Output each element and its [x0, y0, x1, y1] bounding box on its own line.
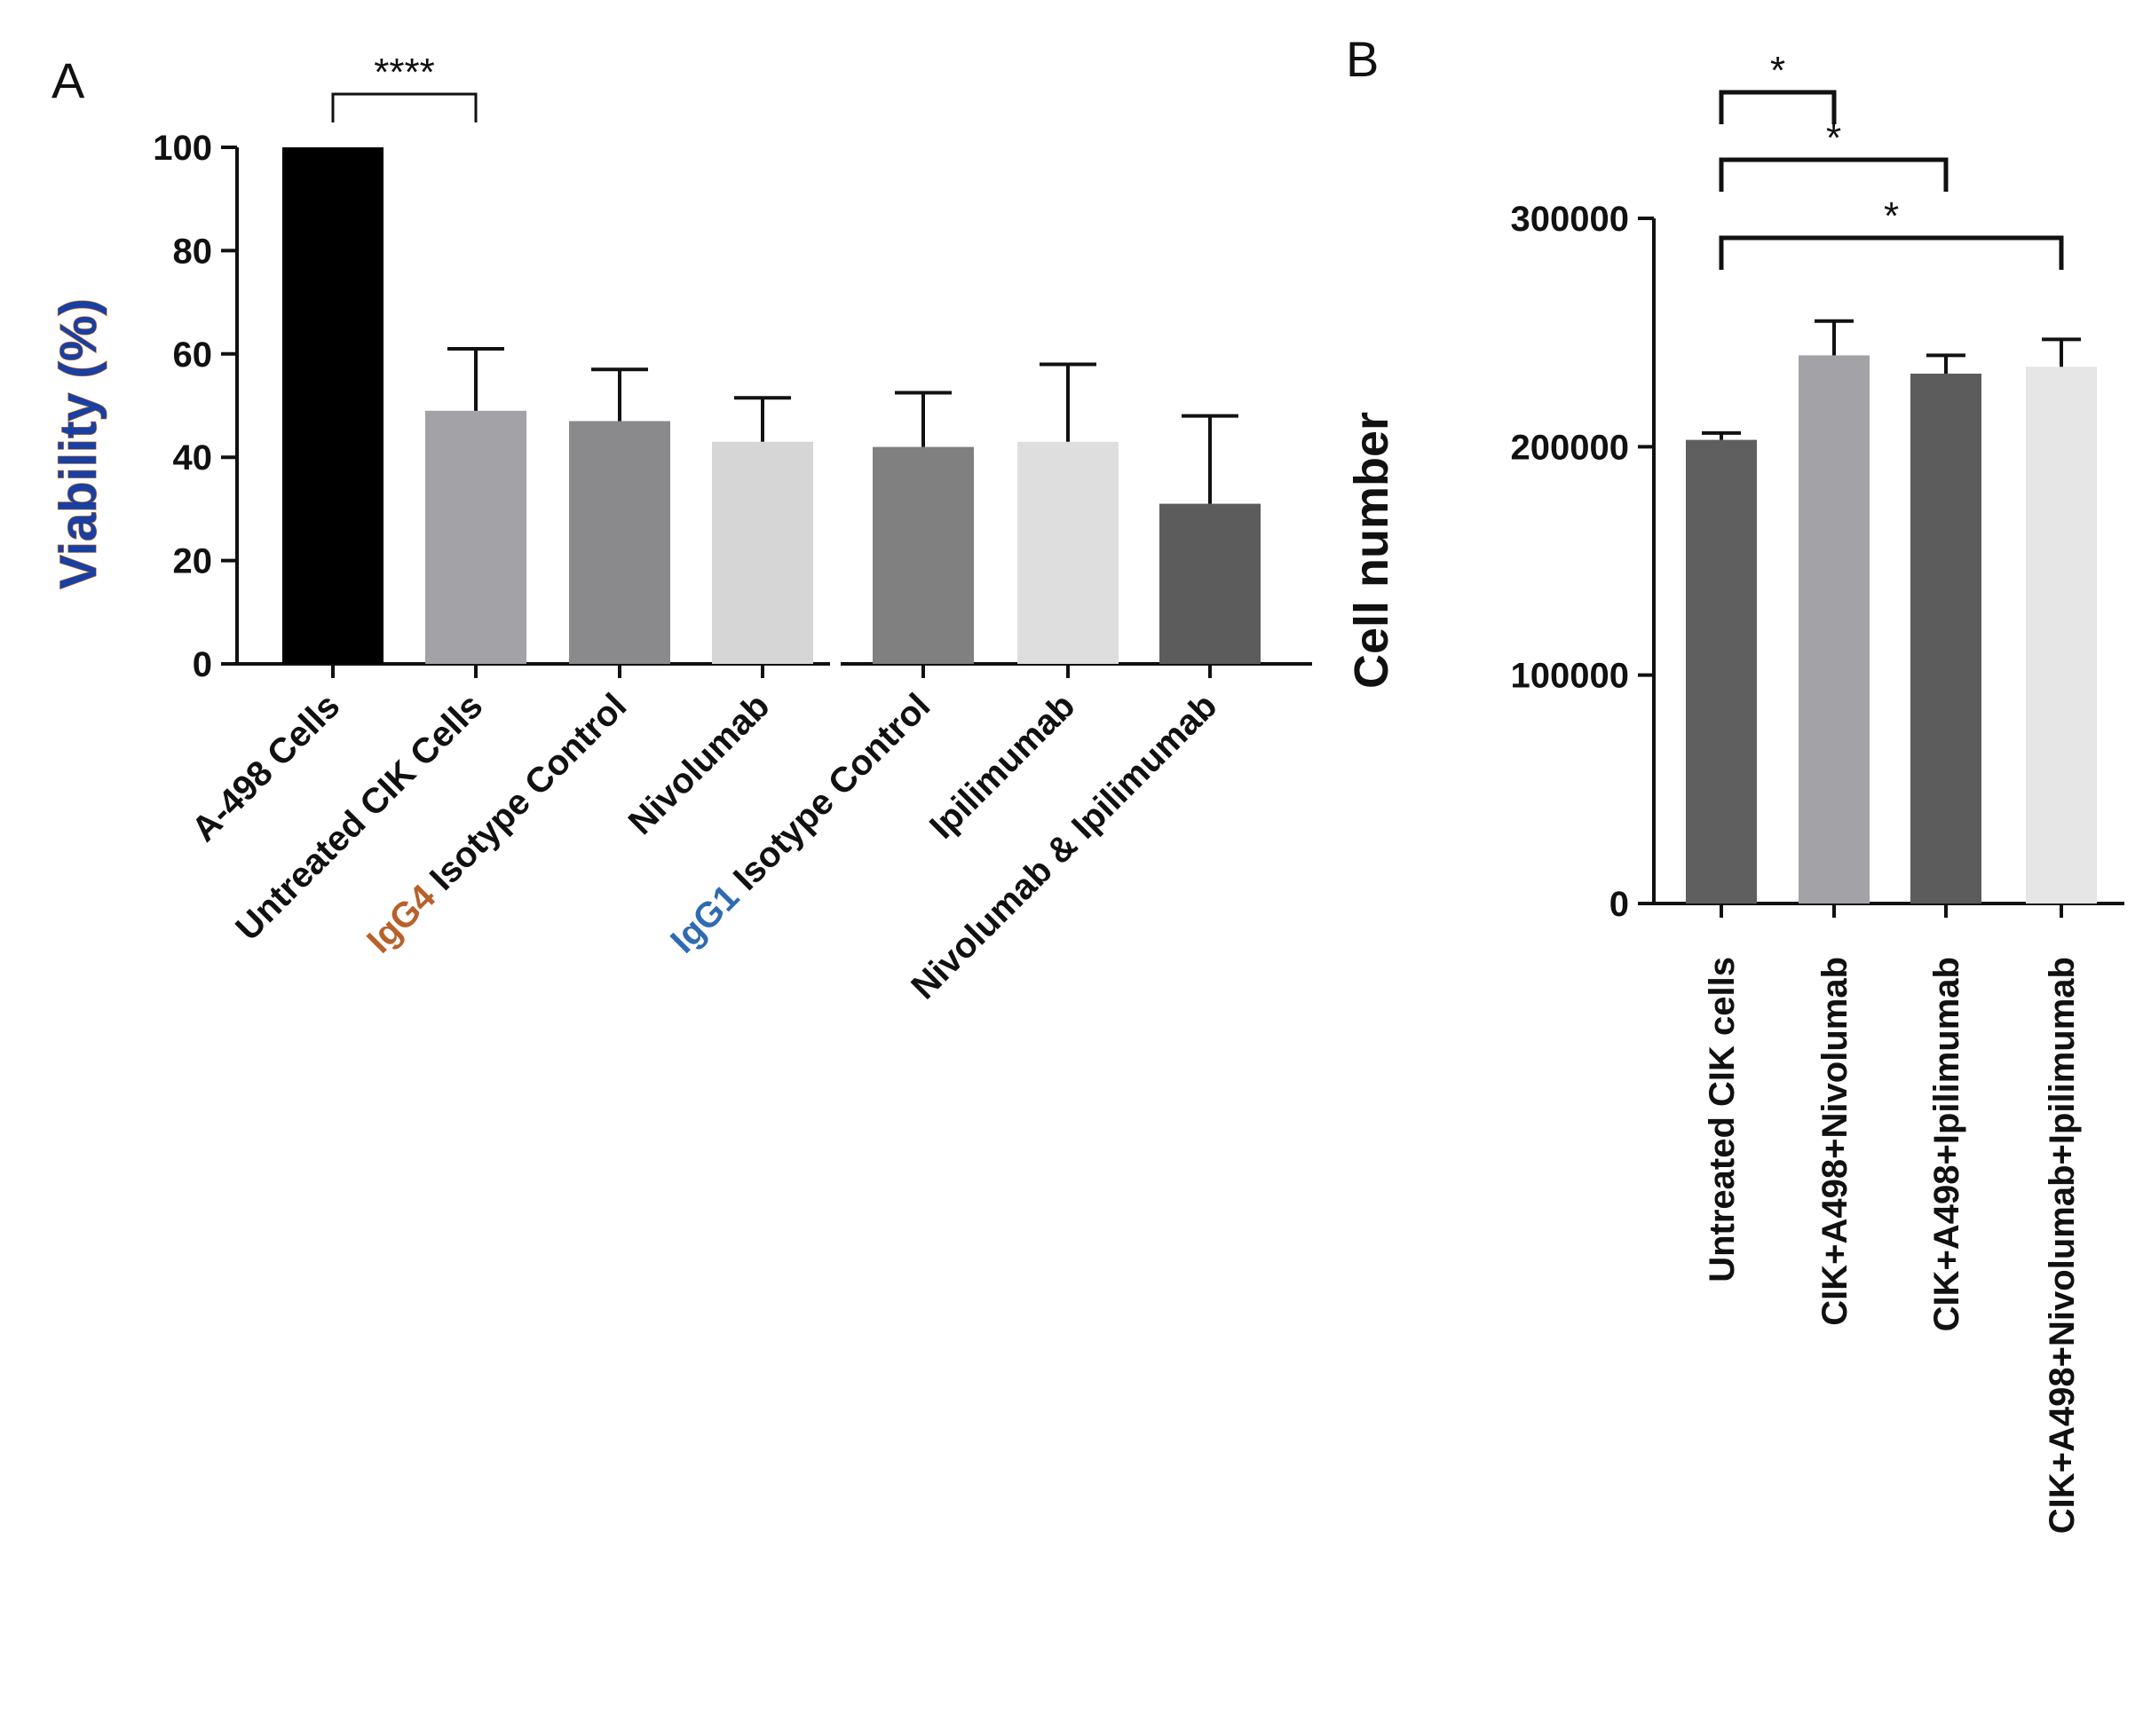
bar: [425, 410, 526, 664]
significance-bracket: [331, 92, 478, 122]
y-tick-label: 200000: [1511, 428, 1629, 467]
panel-letter: A: [51, 52, 85, 108]
y-tick-label: 0: [1609, 885, 1629, 924]
significance-bracket: [1719, 235, 2064, 270]
y-axis-label: Cell number: [1345, 412, 1398, 689]
y-tick-label: 100000: [1511, 657, 1629, 696]
x-tick-label: CIK+A498+Ipilimumab: [1927, 957, 1966, 1331]
y-tick-label: 300000: [1511, 200, 1629, 239]
x-tick-label: CIK+A498+Nivolumab: [1815, 957, 1854, 1326]
x-tick-label: IgG4 Isotype Control: [360, 686, 634, 960]
x-tick-label: Nivolumab: [621, 686, 778, 842]
x-tick-label: Nivolumab & Ipilimumab: [904, 686, 1224, 1006]
x-tick-label: IgG1 Isotype Control: [663, 686, 937, 960]
significance-label: ****: [374, 51, 435, 94]
bar: [569, 421, 670, 664]
bar: [1686, 439, 1757, 904]
bar: [282, 147, 384, 664]
significance-bracket: [1719, 90, 1837, 124]
category-text: Untreated CIK Cells: [228, 686, 490, 948]
x-tick-label: CIK+A498+Nivolumab+Ipilimumab: [2043, 957, 2082, 1534]
y-tick-label: 0: [193, 645, 212, 684]
y-tick-label: 40: [173, 438, 213, 477]
category-text: Ipilimumab: [922, 686, 1082, 846]
panel-b-chart: B 0 100000 200000 300000 Cell number Untreated…: [1345, 31, 2124, 1534]
significance-label: *: [1770, 49, 1785, 92]
panel-letter: B: [1346, 31, 1379, 87]
bar: [1159, 503, 1261, 664]
bar: [873, 446, 974, 664]
significance-label: *: [1826, 116, 1841, 160]
y-tick-label: 20: [173, 542, 213, 581]
y-tick-label: 80: [173, 232, 213, 271]
x-tick-label: Untreated CIK Cells: [228, 686, 490, 948]
bar: [712, 441, 813, 664]
category-text: Nivolumab: [621, 686, 778, 842]
y-tick-label: 60: [173, 335, 213, 375]
category-text: Nivolumab & Ipilimumab: [904, 686, 1224, 1006]
x-tick-label: Untreated CIK cells: [1703, 957, 1742, 1282]
bar: [1799, 355, 1870, 904]
bar: [1017, 441, 1119, 664]
bar: [1910, 373, 1981, 904]
y-tick-label: 100: [153, 129, 212, 168]
bar: [2026, 367, 2097, 904]
y-axis-label: Viability (%): [50, 298, 107, 589]
x-tick-label: Ipilimumab: [922, 686, 1082, 846]
significance-bracket: [1719, 157, 1949, 192]
significance-label: *: [1884, 194, 1899, 238]
